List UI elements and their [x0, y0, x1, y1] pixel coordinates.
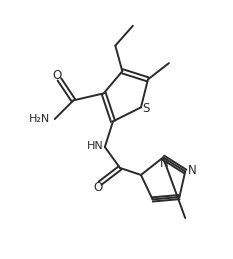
Text: N: N: [160, 157, 169, 170]
Text: H₂N: H₂N: [29, 114, 50, 124]
Text: O: O: [93, 181, 103, 194]
Text: N: N: [187, 164, 196, 177]
Text: HN: HN: [87, 141, 104, 151]
Text: S: S: [142, 102, 150, 115]
Text: O: O: [52, 69, 62, 82]
